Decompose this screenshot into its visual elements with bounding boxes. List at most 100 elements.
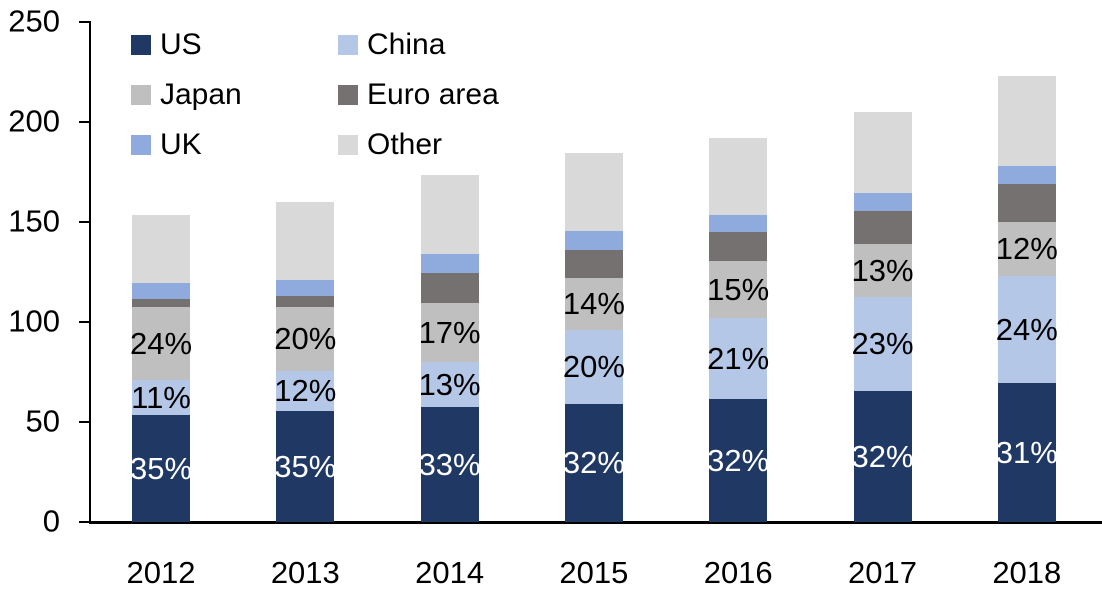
x-axis-label-2017: 2017 bbox=[848, 555, 917, 590]
y-axis-label-0: 0 bbox=[42, 503, 60, 539]
bar-segment-us-2017 bbox=[853, 391, 912, 522]
bar-segment-japan-2015 bbox=[564, 278, 623, 330]
bar-segment-euro-area-2012 bbox=[132, 299, 190, 307]
bar-segment-uk-2018 bbox=[997, 166, 1056, 184]
bar-segment-china-2015 bbox=[564, 330, 623, 404]
bar-segment-japan-2012 bbox=[132, 307, 190, 380]
x-axis-label-2018: 2018 bbox=[992, 555, 1062, 590]
bar-segment-uk-2012 bbox=[132, 283, 190, 299]
y-axis-tick-150 bbox=[79, 221, 90, 223]
segment-label-china-2015: 20% bbox=[562, 348, 625, 384]
segment-label-china-2013: 12% bbox=[274, 372, 337, 408]
legend-label-china: China bbox=[367, 28, 446, 61]
legend-label-other: Other bbox=[367, 128, 443, 161]
y-axis-label-150: 150 bbox=[8, 203, 60, 239]
legend-item-uk: UK bbox=[131, 130, 202, 160]
bar-segment-us-2013 bbox=[276, 411, 335, 522]
bar-segment-china-2017 bbox=[853, 297, 912, 391]
bar-segment-uk-2015 bbox=[564, 231, 623, 250]
bar-segment-china-2012 bbox=[132, 380, 190, 415]
segment-label-japan-2016: 15% bbox=[707, 271, 770, 307]
legend-swatch-uk bbox=[131, 135, 151, 155]
bar-segment-euro-area-2014 bbox=[420, 273, 479, 303]
y-axis-line bbox=[89, 21, 91, 523]
x-axis-label-2012: 2012 bbox=[126, 555, 196, 590]
bar-segment-us-2016 bbox=[709, 399, 768, 522]
legend-label-uk: UK bbox=[160, 128, 202, 161]
x-axis-label-2014: 2014 bbox=[415, 555, 485, 590]
y-axis-tick-0 bbox=[79, 521, 90, 523]
segment-label-china-2014: 13% bbox=[418, 366, 481, 402]
y-axis-label-50: 50 bbox=[25, 403, 60, 439]
legend-swatch-china bbox=[338, 35, 358, 55]
bar-segment-other-2017 bbox=[853, 112, 912, 193]
bar-segment-other-2015 bbox=[564, 153, 623, 231]
legend-item-japan: Japan bbox=[131, 80, 242, 110]
bar-segment-other-2016 bbox=[709, 138, 768, 215]
legend-label-us: US bbox=[160, 28, 202, 61]
bar-segment-japan-2014 bbox=[420, 303, 479, 362]
legend-swatch-euro-area bbox=[338, 85, 358, 105]
segment-label-japan-2017: 13% bbox=[851, 252, 914, 288]
segment-label-us-2017: 32% bbox=[851, 438, 914, 474]
bar-segment-us-2014 bbox=[420, 407, 479, 522]
bar-segment-other-2012 bbox=[132, 215, 190, 283]
segment-label-china-2018: 24% bbox=[995, 311, 1058, 347]
bar-segment-euro-area-2016 bbox=[709, 232, 768, 261]
legend-item-euro-area: Euro area bbox=[338, 80, 499, 110]
y-axis-label-250: 250 bbox=[8, 3, 60, 39]
y-axis-tick-200 bbox=[79, 121, 90, 123]
bar-segment-china-2014 bbox=[420, 362, 479, 407]
y-axis-label-200: 200 bbox=[8, 103, 60, 139]
x-axis-label-2016: 2016 bbox=[703, 555, 773, 590]
segment-label-us-2014: 33% bbox=[418, 446, 481, 482]
segment-label-china-2016: 21% bbox=[707, 340, 770, 376]
bar-segment-uk-2017 bbox=[853, 193, 912, 211]
bar-segment-china-2013 bbox=[276, 371, 335, 411]
bar-segment-other-2014 bbox=[420, 175, 479, 254]
segment-label-japan-2012: 24% bbox=[129, 325, 193, 361]
legend-swatch-other bbox=[338, 135, 358, 155]
segment-label-us-2012: 35% bbox=[129, 450, 193, 486]
bar-segment-japan-2016 bbox=[709, 261, 768, 318]
legend-swatch-japan bbox=[131, 85, 151, 105]
bar-segment-us-2012 bbox=[132, 415, 190, 522]
segment-label-japan-2014: 17% bbox=[418, 314, 481, 350]
segment-label-us-2018: 31% bbox=[995, 434, 1058, 470]
x-axis-label-2013: 2013 bbox=[270, 555, 340, 590]
bar-segment-china-2018 bbox=[997, 276, 1056, 383]
bar-segment-euro-area-2018 bbox=[997, 184, 1056, 222]
segment-label-japan-2018: 12% bbox=[995, 230, 1058, 266]
bar-segment-other-2018 bbox=[997, 76, 1056, 166]
y-axis-tick-50 bbox=[79, 421, 90, 423]
bar-segment-uk-2016 bbox=[709, 215, 768, 232]
segment-label-us-2016: 32% bbox=[707, 442, 770, 478]
legend-label-japan: Japan bbox=[160, 78, 242, 111]
bar-segment-china-2016 bbox=[709, 318, 768, 399]
legend-item-china: China bbox=[338, 30, 445, 60]
bar-segment-japan-2013 bbox=[276, 307, 335, 371]
segment-label-japan-2013: 20% bbox=[274, 320, 337, 356]
segment-label-japan-2015: 14% bbox=[562, 285, 625, 321]
segment-label-us-2013: 35% bbox=[274, 448, 337, 484]
legend-label-euro-area: Euro area bbox=[367, 78, 499, 111]
segment-label-us-2015: 32% bbox=[562, 444, 625, 480]
y-axis-label-100: 100 bbox=[8, 303, 60, 339]
bar-segment-us-2018 bbox=[997, 383, 1056, 522]
bar-segment-japan-2018 bbox=[997, 222, 1056, 276]
legend-item-us: US bbox=[131, 30, 202, 60]
segment-label-china-2017: 23% bbox=[851, 325, 914, 361]
x-axis-line bbox=[89, 521, 1102, 524]
legend-item-other: Other bbox=[338, 130, 442, 160]
bar-segment-us-2015 bbox=[564, 404, 623, 522]
x-axis-label-2015: 2015 bbox=[559, 555, 629, 590]
bar-segment-uk-2014 bbox=[420, 254, 479, 273]
bar-segment-euro-area-2017 bbox=[853, 211, 912, 244]
segment-label-china-2012: 11% bbox=[131, 379, 191, 415]
bar-segment-euro-area-2013 bbox=[276, 296, 335, 307]
bar-segment-euro-area-2015 bbox=[564, 250, 623, 278]
y-axis-tick-250 bbox=[79, 21, 90, 23]
legend-swatch-us bbox=[131, 35, 151, 55]
bar-segment-uk-2013 bbox=[276, 280, 335, 296]
